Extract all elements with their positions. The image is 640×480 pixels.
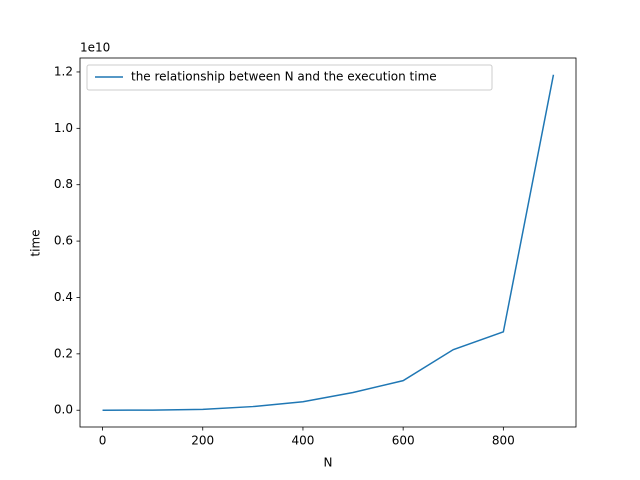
y-tick-label: 0.0 <box>54 403 73 417</box>
line <box>102 74 555 411</box>
plot-frame <box>79 57 577 428</box>
y-tick-label: 1.2 <box>54 64 73 78</box>
x-tick-label: 600 <box>392 434 415 448</box>
y-tick-label: 0.6 <box>54 234 73 248</box>
x-tick-label: 0 <box>99 434 107 448</box>
x-tick-label: 400 <box>291 434 314 448</box>
y-offset-label: 1e10 <box>80 41 110 55</box>
y-tick-label: 0.4 <box>54 290 73 304</box>
x-tick-label: 200 <box>191 434 214 448</box>
legend-box <box>86 64 493 91</box>
y-tick-label: 0.8 <box>54 177 73 191</box>
y-axis-label: time <box>29 229 43 256</box>
legend-label: the relationship between N and the execu… <box>131 70 437 84</box>
x-axis-label: N <box>324 456 333 470</box>
x-tick-label: 800 <box>492 434 515 448</box>
y-tick-label: 1.0 <box>54 121 73 135</box>
y-tick-label: 0.2 <box>54 346 73 360</box>
